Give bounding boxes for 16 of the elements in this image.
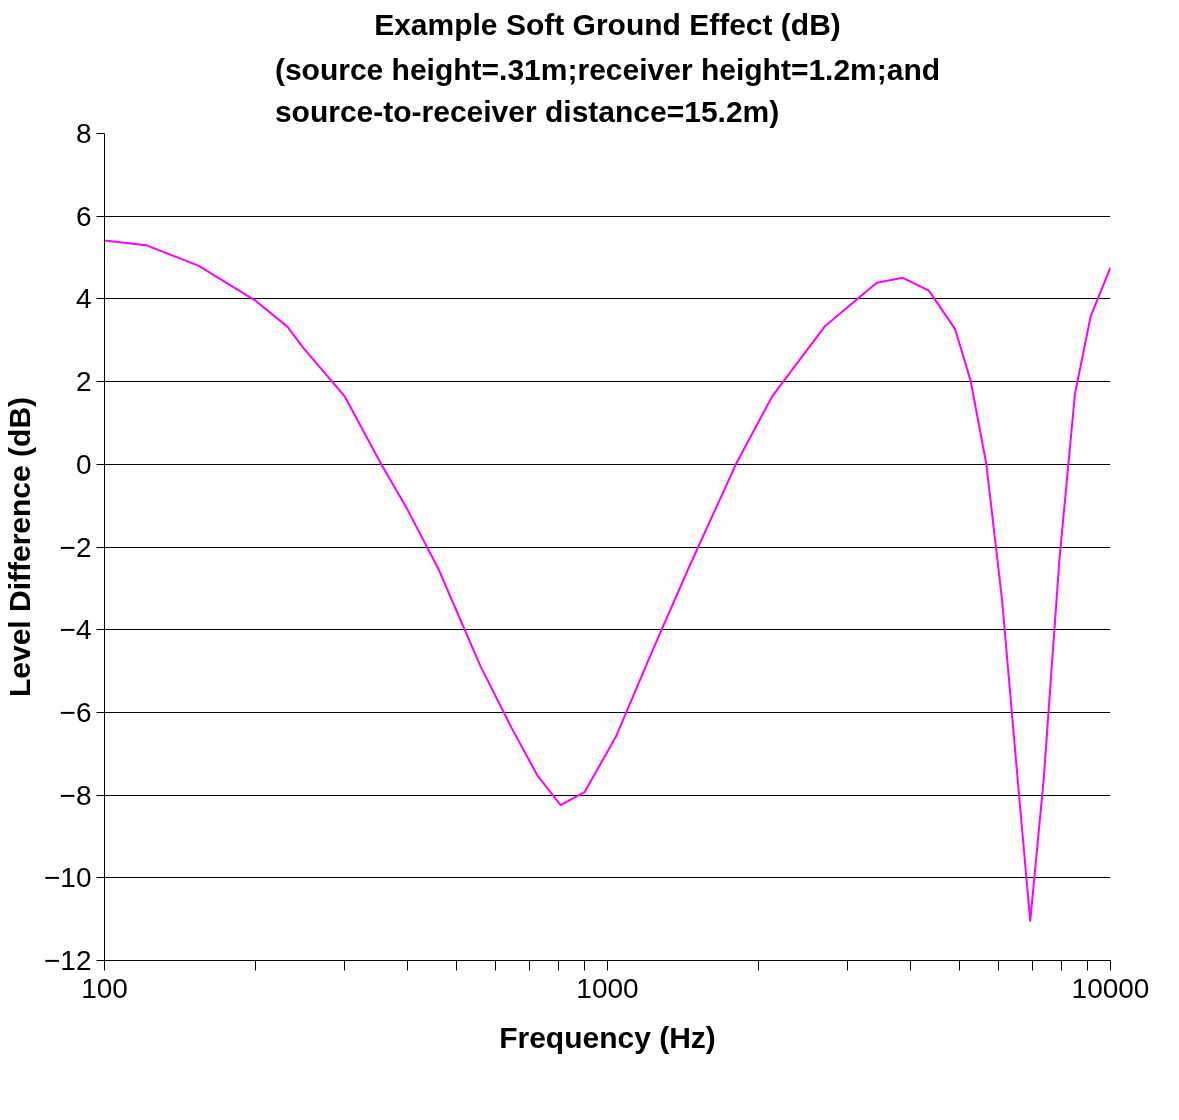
- y-tick-label: 0: [75, 448, 92, 480]
- y-tick-label: 2: [75, 366, 92, 398]
- y-axis-title: Level Difference (dB): [3, 396, 36, 698]
- y-tick-label: 4: [75, 283, 92, 315]
- y-tick-label: −10: [44, 862, 92, 894]
- x-axis-title: Frequency (Hz): [499, 1020, 716, 1054]
- y-tick-label: −2: [59, 531, 92, 563]
- y-tick-label: 6: [75, 200, 92, 232]
- y-tick-label: −6: [59, 696, 92, 728]
- y-tick-label: 8: [75, 118, 92, 149]
- y-tick-label: −8: [59, 779, 92, 811]
- chart-title: Example Soft Ground Effect (dB): [374, 7, 841, 41]
- chart-subtitle: (source height=.31m;receiver height=1.2m;and source-to-receiver distance=15.2m): [274, 52, 941, 129]
- x-tick-label: 10000: [1071, 972, 1150, 1004]
- y-tick-label: −4: [59, 614, 92, 646]
- x-tick-label: 1000: [576, 972, 639, 1004]
